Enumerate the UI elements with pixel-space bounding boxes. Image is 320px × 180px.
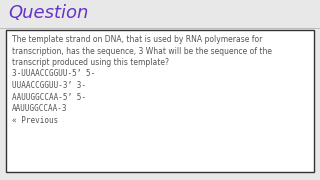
Text: 3-UUAACCGGUU-5’ 5-: 3-UUAACCGGUU-5’ 5- <box>12 69 95 78</box>
FancyBboxPatch shape <box>6 30 314 172</box>
Text: transcript produced using this template?: transcript produced using this template? <box>12 58 169 67</box>
Text: transcription, has the sequence, 3 What will be the sequence of the: transcription, has the sequence, 3 What … <box>12 46 272 55</box>
Text: The template strand on DNA, that is used by RNA polymerase for: The template strand on DNA, that is used… <box>12 35 262 44</box>
Text: AAUUGGCCAA-5’ 5-: AAUUGGCCAA-5’ 5- <box>12 93 86 102</box>
Text: Question: Question <box>8 4 88 22</box>
Text: AAUUGGCCAA-3: AAUUGGCCAA-3 <box>12 104 68 113</box>
Text: UUAACCGGUU-3’ 3-: UUAACCGGUU-3’ 3- <box>12 81 86 90</box>
Text: « Previous: « Previous <box>12 116 58 125</box>
